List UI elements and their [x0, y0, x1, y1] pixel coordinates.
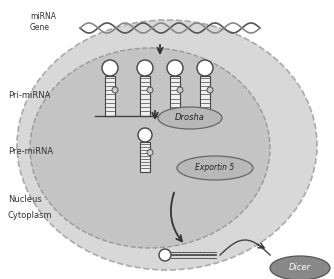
FancyBboxPatch shape	[200, 76, 210, 116]
FancyBboxPatch shape	[140, 76, 150, 116]
Text: Dicer: Dicer	[289, 263, 311, 273]
Text: Nucleus: Nucleus	[8, 196, 42, 205]
FancyBboxPatch shape	[105, 76, 115, 116]
Circle shape	[159, 249, 171, 261]
Circle shape	[138, 128, 152, 142]
Circle shape	[147, 150, 153, 155]
Text: Cytoplasm: Cytoplasm	[8, 210, 53, 220]
Text: Pre-miRNA: Pre-miRNA	[8, 148, 53, 157]
Text: Drosha: Drosha	[175, 114, 205, 122]
Text: Pri-miRNA: Pri-miRNA	[8, 90, 50, 100]
Circle shape	[197, 60, 213, 76]
Circle shape	[102, 60, 118, 76]
Ellipse shape	[17, 20, 317, 270]
Circle shape	[177, 87, 183, 93]
Circle shape	[167, 60, 183, 76]
Circle shape	[137, 60, 153, 76]
FancyBboxPatch shape	[140, 142, 150, 172]
Text: Exportin 5: Exportin 5	[195, 163, 234, 172]
FancyBboxPatch shape	[170, 76, 180, 116]
Text: miRNA
Gene: miRNA Gene	[30, 12, 56, 32]
Ellipse shape	[158, 107, 222, 129]
Circle shape	[112, 87, 118, 93]
Ellipse shape	[270, 256, 330, 279]
Circle shape	[207, 87, 213, 93]
Ellipse shape	[177, 156, 253, 180]
Circle shape	[147, 87, 153, 93]
Ellipse shape	[30, 48, 270, 248]
